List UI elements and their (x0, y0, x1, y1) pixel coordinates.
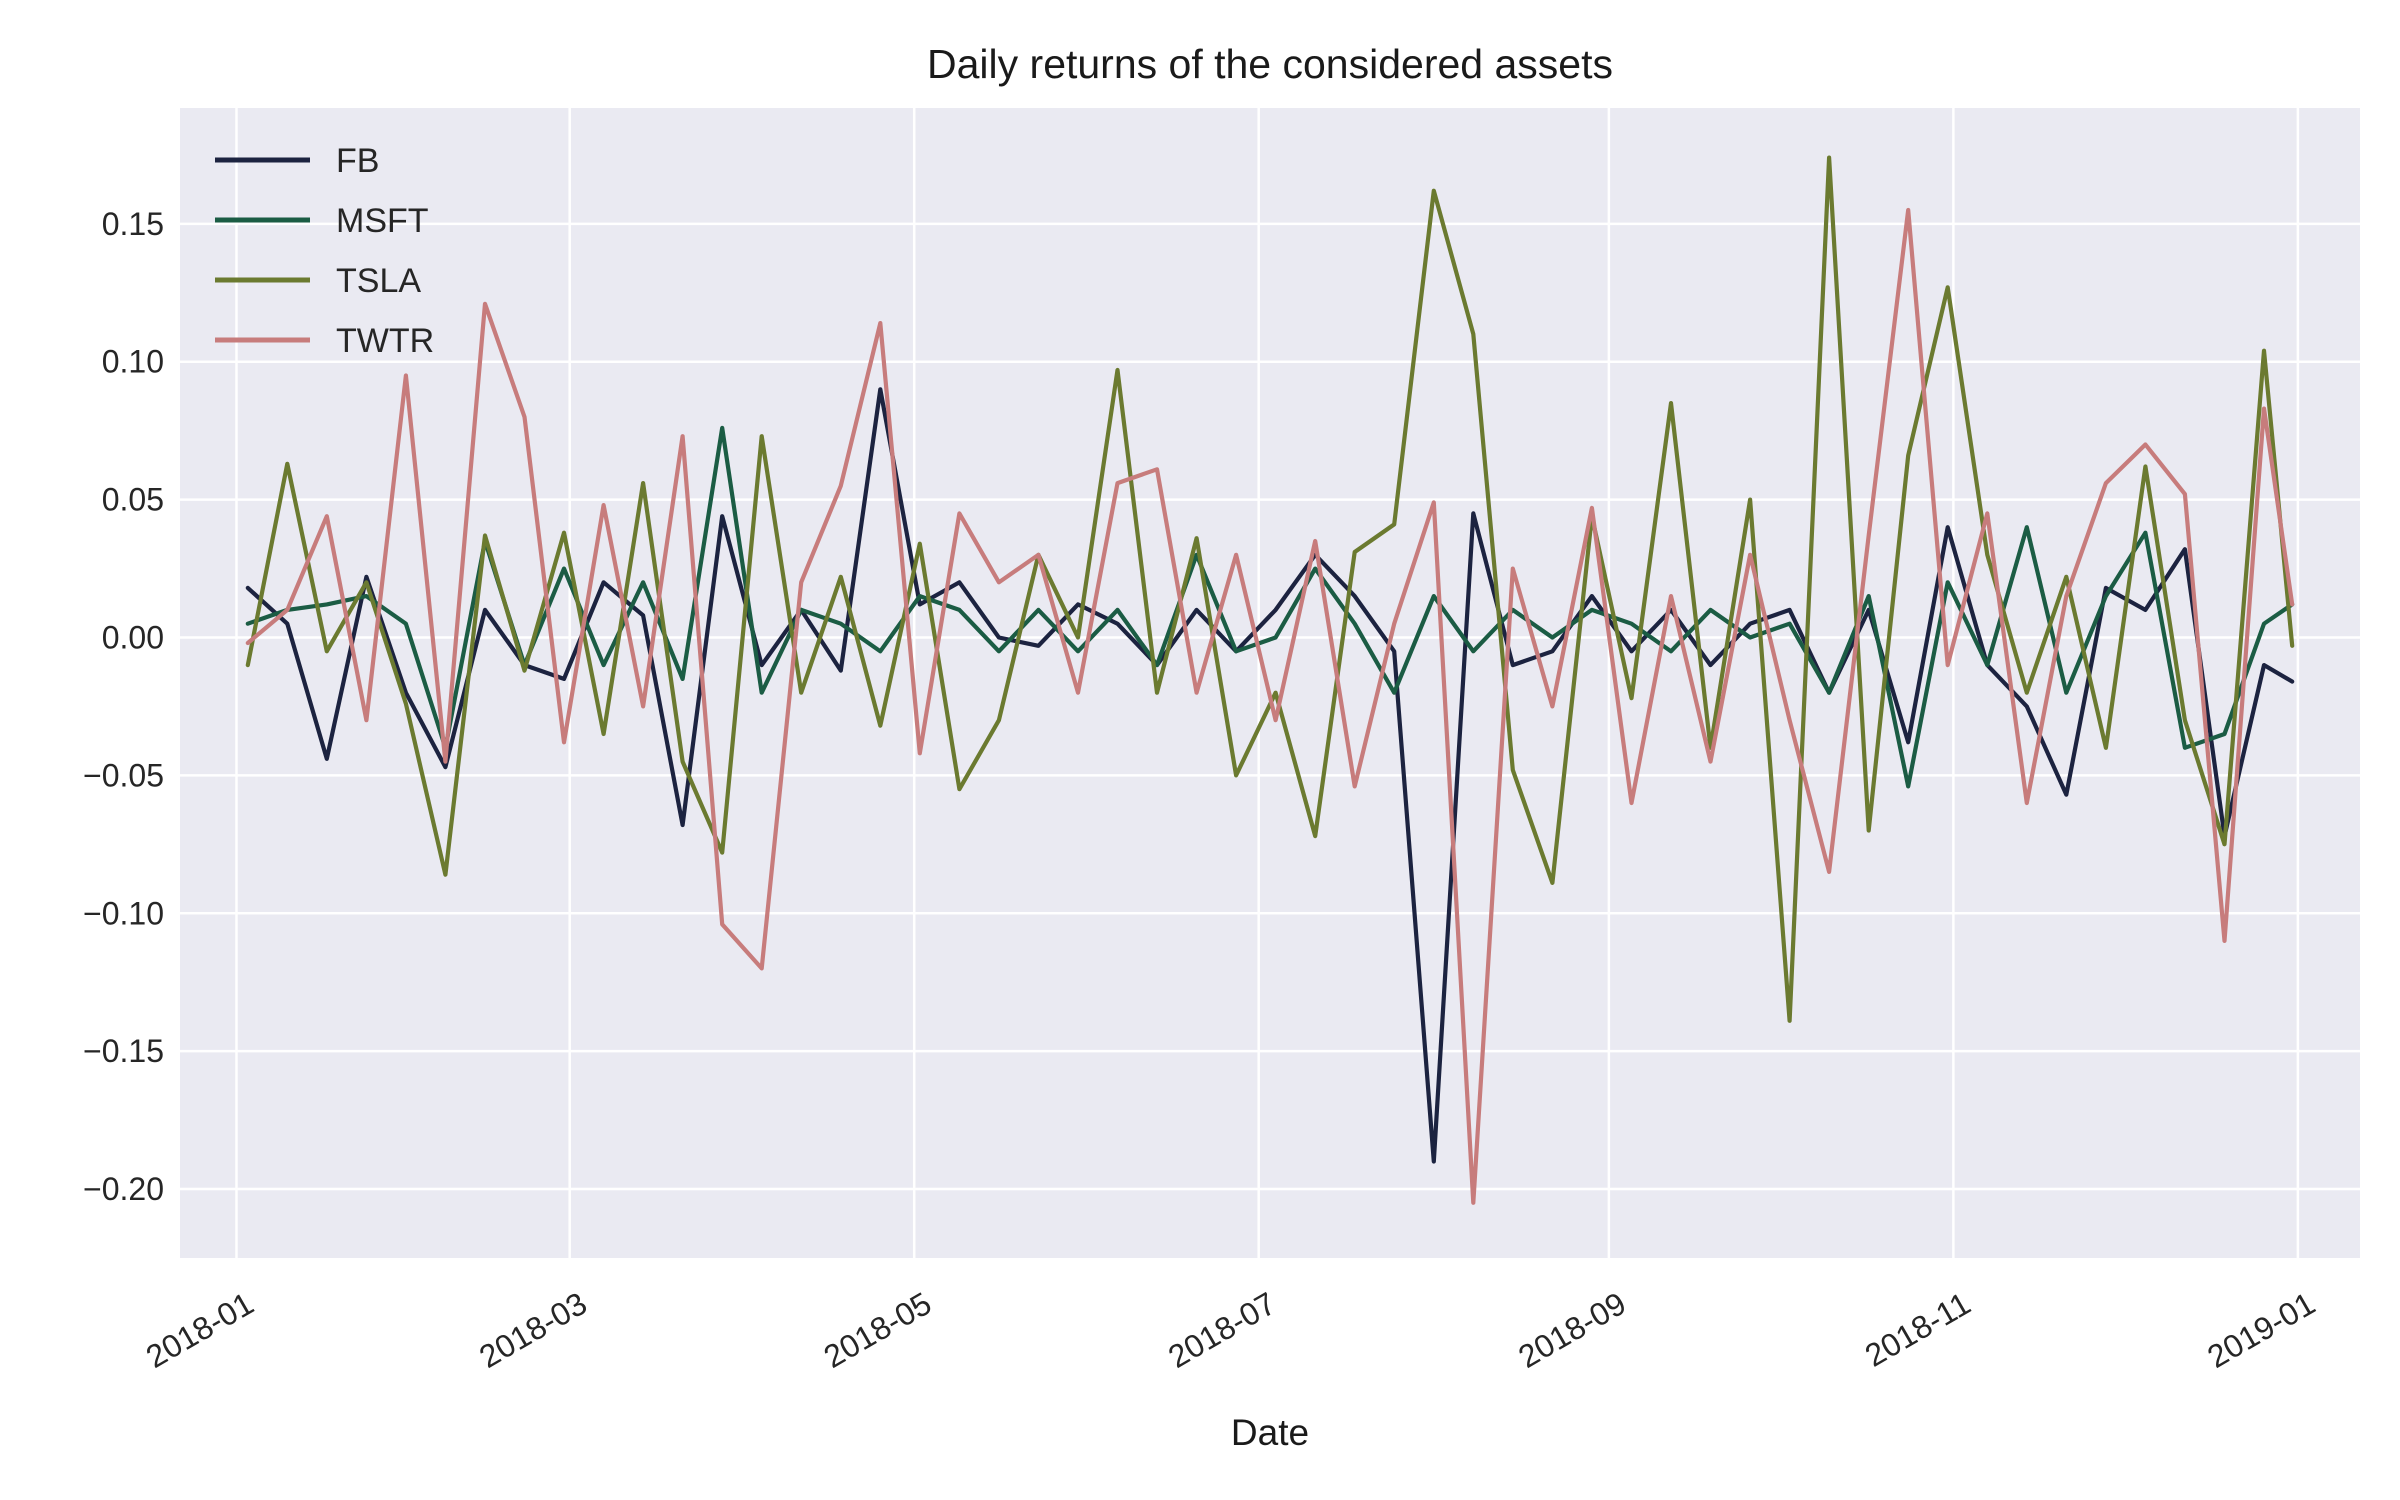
x-tick-labels: 2018-01 2018-03 2018-05 2018-07 2018-09 2018-… (140, 1285, 2321, 1375)
y-tick-label: −0.05 (83, 757, 164, 793)
x-tick-label: 2019-01 (2201, 1285, 2321, 1375)
plot-background (180, 108, 2360, 1258)
y-tick-label: −0.15 (83, 1033, 164, 1069)
y-tick-label: 0.15 (102, 206, 164, 242)
series-line-twtr (245, 207, 2295, 1205)
legend-label: FB (336, 142, 379, 180)
x-axis-label: Date (1231, 1412, 1309, 1453)
grid-lines (180, 108, 2360, 1258)
x-tick-label: 2018-09 (1512, 1285, 1632, 1375)
y-tick-label: −0.10 (83, 895, 164, 931)
chart-title: Daily returns of the considered assets (927, 41, 1613, 87)
x-tick-label: 2018-05 (818, 1285, 938, 1375)
series-lines (245, 155, 2295, 1205)
x-tick-label: 2018-11 (1859, 1285, 1977, 1374)
y-tick-label: 0.05 (102, 482, 164, 518)
legend: FB MSFT TSLA TWTR (215, 142, 434, 360)
x-tick-label: 2018-03 (473, 1285, 593, 1375)
legend-label: MSFT (336, 202, 429, 240)
y-tick-label: −0.20 (83, 1171, 164, 1207)
series-line-tsla (245, 155, 2295, 1023)
x-tick-label: 2018-07 (1162, 1285, 1282, 1375)
series-line-fb (245, 387, 2295, 1164)
x-tick-label: 2018-01 (140, 1285, 260, 1375)
legend-label: TWTR (336, 322, 434, 360)
y-tick-label: 0.00 (102, 619, 164, 655)
y-tick-label: 0.10 (102, 344, 164, 380)
y-tick-labels: 0.15 0.10 0.05 0.00 −0.05 −0.10 −0.15 −0.20 (83, 206, 164, 1207)
legend-label: TSLA (336, 262, 421, 300)
